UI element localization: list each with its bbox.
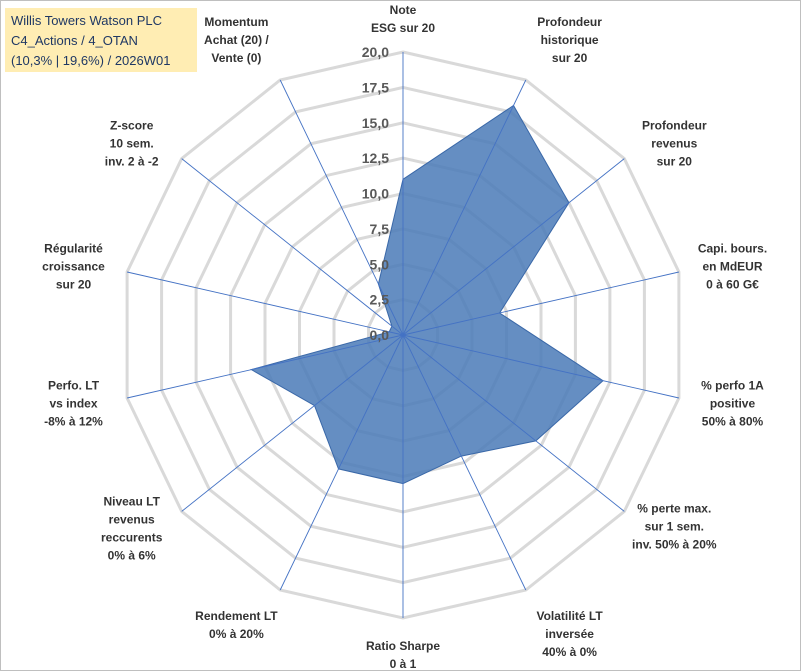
axis-label-line: 50% à 80% (702, 414, 764, 428)
chart-title-line-2: C4_Actions / 4_OTAN (11, 33, 138, 48)
axis-label: % perte max. sur 1 sem. inv. 50% à 20% (632, 502, 717, 552)
axis-label-line: 40% à 0% (542, 645, 597, 659)
axis-label-line: sur 20 (657, 154, 693, 168)
axis-labels: Note ESG sur 20 Profondeur historique sur 20… (42, 3, 767, 671)
chart-title-box: Willis Towers Watson PLC C4_Actions / 4_… (5, 8, 197, 72)
axis-label: Z-score 10 sem. inv. 2 à -2 (105, 118, 159, 168)
axis-label-line: inv. 2 à -2 (105, 154, 159, 168)
axis-label: Profondeur revenus sur 20 (642, 118, 707, 168)
axis-label-line: inv. 50% à 20% (632, 538, 717, 552)
axis-label-line: ESG sur 20 (371, 21, 435, 35)
axis-spoke (402, 79, 527, 336)
tick-label: 2,5 (370, 292, 390, 308)
axis-spoke (126, 271, 404, 336)
axis-label: Momentum Achat (20) / Vente (0) (204, 15, 269, 65)
axis-label-line: sur 20 (56, 278, 92, 292)
axis-label-line: % perfo 1A (701, 378, 764, 392)
axis-label-line: inversée (545, 627, 594, 641)
axis-label-line: Momentum (204, 15, 268, 29)
axis-label-line: Note (390, 3, 417, 17)
tick-label: 17,5 (362, 79, 389, 95)
axis-label-line: Régularité (44, 242, 103, 256)
axis-label-line: vs index (49, 396, 97, 410)
axis-label: Niveau LT revenus reccurents 0% à 6% (101, 495, 163, 563)
axis-label-line: 0 à 60 G€ (706, 278, 759, 292)
axis-label-line: 10 sem. (110, 136, 154, 150)
axis-label: Régularité croissance sur 20 (42, 242, 105, 292)
radial-tick-labels: 0,0 2,5 5,0 7,5 10,0 12,5 15,0 17,5 20,0 (362, 44, 389, 343)
axis-spoke (402, 334, 527, 591)
axis-label: Capi. bours. en MdEUR 0 à 60 G€ (698, 242, 767, 292)
axis-label-line: Capi. bours. (698, 242, 767, 256)
axis-label-line: Perfo. LT (48, 378, 100, 392)
tick-label: 0,0 (370, 327, 390, 343)
axis-label-line: 0% à 6% (108, 549, 156, 563)
axis-label-line: revenus (651, 136, 697, 150)
axis-label-line: sur 20 (552, 51, 588, 65)
radar-spokes (126, 52, 680, 618)
tick-label: 20,0 (362, 44, 389, 60)
axis-label-line: positive (710, 396, 756, 410)
axis-label-line: Profondeur (537, 15, 602, 29)
axis-label-line: Ratio Sharpe (366, 639, 440, 653)
axis-label: Note ESG sur 20 (371, 3, 435, 35)
axis-spoke (126, 334, 404, 399)
axis-label-line: Vente (0) (211, 51, 261, 65)
axis-spoke (402, 271, 680, 336)
axis-spoke (402, 334, 680, 399)
axis-label-line: revenus (109, 513, 155, 527)
tick-label: 15,0 (362, 115, 389, 131)
axis-label-line: 0% à 20% (209, 627, 264, 641)
tick-label: 12,5 (362, 150, 389, 166)
axis-label-line: reccurents (101, 531, 163, 545)
axis-label-line: 0 à 1 (390, 657, 417, 671)
axis-label-line: sur 1 sem. (645, 520, 704, 534)
axis-label-line: % perte max. (637, 502, 711, 516)
axis-spoke (181, 158, 404, 336)
axis-label-line: en MdEUR (703, 260, 763, 274)
axis-spoke (181, 334, 404, 512)
axis-label: % perfo 1A positive 50% à 80% (701, 378, 764, 428)
chart-title-line-3: (10,3% | 19,6%) / 2026W01 (11, 53, 171, 68)
axis-label-line: Profondeur (642, 118, 707, 132)
axis-spoke (279, 79, 404, 336)
axis-label-line: Z-score (110, 118, 154, 132)
axis-spoke (402, 334, 625, 512)
axis-spoke (402, 158, 625, 336)
axis-label-line: Niveau LT (103, 495, 160, 509)
chart-title-line-1: Willis Towers Watson PLC (11, 13, 162, 28)
axis-label: Profondeur historique sur 20 (537, 15, 602, 65)
axis-label-line: Volatilité LT (536, 609, 603, 623)
axis-spoke (279, 334, 404, 591)
axis-label-line: -8% à 12% (44, 414, 103, 428)
tick-label: 7,5 (370, 221, 390, 237)
axis-label: Perfo. LT vs index -8% à 12% (44, 378, 103, 428)
axis-label-line: Rendement LT (195, 609, 278, 623)
axis-label: Rendement LT 0% à 20% (195, 609, 278, 641)
axis-label: Ratio Sharpe 0 à 1 (366, 639, 440, 671)
axis-label-line: historique (541, 33, 599, 47)
axis-label-line: croissance (42, 260, 105, 274)
axis-label: Volatilité LT inversée 40% à 0% (536, 609, 603, 659)
tick-label: 5,0 (370, 256, 390, 272)
tick-label: 10,0 (362, 186, 389, 202)
axis-label-line: Achat (20) / (204, 33, 269, 47)
